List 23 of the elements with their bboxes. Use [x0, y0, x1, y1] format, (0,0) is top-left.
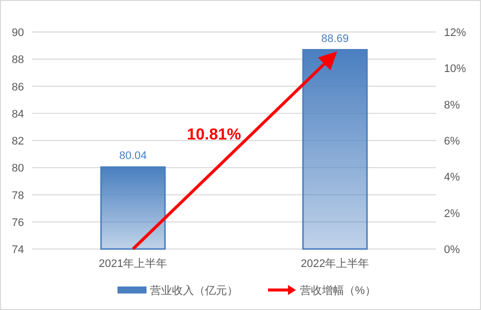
y-tick-label: 82 [12, 136, 24, 148]
y-tick-label: 80 [12, 162, 24, 175]
annotation: 10.81% [186, 126, 242, 144]
legend-label: 营收增幅（%） [300, 284, 376, 297]
legend-label: 营业收入（亿元） [150, 284, 238, 297]
y-tick-label: 74 [12, 244, 24, 256]
y2-tick-label: 8% [444, 99, 460, 112]
y2-tick-label: 0% [444, 244, 460, 256]
y2-tick-label: 12% [444, 27, 466, 39]
x-tick-label: 2022年上半年 [300, 257, 370, 270]
y-tick-label: 90 [12, 27, 24, 39]
y2-tick-label: 4% [444, 172, 460, 184]
y-tick-label: 76 [12, 216, 24, 229]
data-label: 80.04 [119, 150, 147, 162]
data-label: 88.69 [321, 32, 349, 45]
y-tick-label: 88 [12, 54, 24, 66]
y-tick-label: 78 [12, 190, 24, 202]
y2-tick-label: 2% [444, 208, 460, 220]
y2-tick-label: 10% [444, 63, 466, 76]
y-tick-label: 86 [12, 81, 24, 94]
x-tick-label: 2021年上半年 [98, 257, 168, 270]
y2-tick-label: 6% [444, 136, 460, 148]
y-tick-label: 84 [12, 108, 24, 120]
